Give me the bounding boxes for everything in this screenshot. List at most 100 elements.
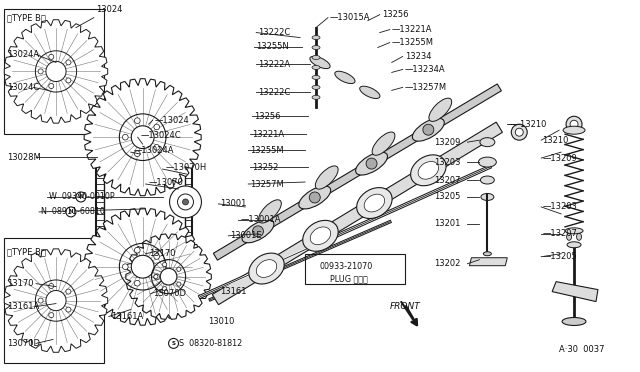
Circle shape [366,158,377,169]
Ellipse shape [411,155,446,186]
Circle shape [160,268,177,285]
Bar [4,238,104,363]
Circle shape [46,61,66,81]
Circle shape [131,126,154,148]
Circle shape [49,54,54,60]
Circle shape [134,151,140,157]
Text: 13201: 13201 [435,219,461,228]
Circle shape [49,83,54,89]
Ellipse shape [364,194,385,212]
Text: —13024C: —13024C [141,131,181,140]
Polygon shape [84,208,201,325]
Text: 13256: 13256 [382,10,408,19]
Text: 〈TYPE B〉: 〈TYPE B〉 [7,13,46,22]
Ellipse shape [299,186,331,209]
Circle shape [170,186,202,218]
Circle shape [66,60,71,65]
Ellipse shape [481,193,494,201]
Circle shape [311,193,319,202]
Text: S  08320-81812: S 08320-81812 [179,339,242,348]
Text: —13255M: —13255M [392,38,434,47]
Circle shape [367,160,376,167]
Text: 13170: 13170 [148,249,175,258]
Circle shape [154,124,159,130]
Ellipse shape [316,166,338,189]
Text: 13205: 13205 [435,192,461,202]
Circle shape [38,298,43,303]
Circle shape [515,128,524,136]
Bar [305,254,404,283]
Text: 13161: 13161 [220,287,247,296]
Circle shape [134,247,140,253]
Circle shape [66,78,71,83]
Text: 〈TYPE B〉: 〈TYPE B〉 [7,247,46,256]
Text: 13070D: 13070D [7,339,40,348]
Circle shape [154,275,158,279]
Circle shape [309,192,320,203]
Ellipse shape [565,228,583,234]
Circle shape [66,307,71,312]
Ellipse shape [577,233,582,240]
Circle shape [49,312,54,318]
Text: W  09340-0010P: W 09340-0010P [49,192,115,202]
Text: —13024: —13024 [155,116,189,125]
Text: —13001A: —13001A [240,215,281,224]
Polygon shape [126,234,211,319]
Text: 13234: 13234 [404,52,431,61]
Text: 13161A: 13161A [111,312,143,321]
Circle shape [46,291,66,311]
Polygon shape [4,249,108,352]
Ellipse shape [256,260,276,278]
Circle shape [38,69,43,74]
Text: 13222C: 13222C [258,88,291,97]
Circle shape [154,254,159,259]
Text: 13001: 13001 [220,199,247,208]
Ellipse shape [312,36,320,39]
Ellipse shape [310,56,330,68]
Text: 13203: 13203 [435,158,461,167]
Circle shape [570,120,578,128]
Text: —13257M: —13257M [404,83,447,92]
Text: 13202: 13202 [435,259,461,268]
Text: 13222A: 13222A [258,60,291,69]
Text: —13070: —13070 [148,177,184,186]
Text: N  08911-60810: N 08911-60810 [41,208,105,217]
Ellipse shape [360,86,380,99]
Ellipse shape [303,220,338,251]
Ellipse shape [249,253,284,284]
Ellipse shape [356,187,392,218]
Circle shape [566,116,582,132]
Circle shape [177,194,193,210]
Polygon shape [84,79,201,196]
Ellipse shape [418,161,438,179]
Ellipse shape [242,220,274,243]
Ellipse shape [429,98,452,121]
Text: 13024: 13024 [96,5,122,14]
Circle shape [182,199,189,205]
Ellipse shape [312,95,320,99]
Ellipse shape [480,138,495,147]
Text: —13221A: —13221A [392,25,432,34]
Circle shape [131,255,154,278]
Circle shape [163,287,167,291]
Ellipse shape [567,242,581,248]
Text: 13209: 13209 [435,138,461,147]
Text: 13001E: 13001E [230,231,262,240]
Text: FRONT: FRONT [390,302,420,311]
Text: S: S [172,341,175,346]
Bar [4,9,104,134]
Text: —13203: —13203 [542,202,577,211]
Text: 13255N: 13255N [256,42,289,51]
Circle shape [511,124,527,140]
Ellipse shape [483,252,492,256]
Circle shape [424,126,433,134]
Ellipse shape [310,227,331,245]
Ellipse shape [372,132,395,155]
Text: 13255M: 13255M [250,145,284,155]
Text: 13207: 13207 [435,176,461,185]
Ellipse shape [312,86,320,89]
Text: 13028M: 13028M [7,153,41,161]
Text: 13256: 13256 [254,112,281,121]
Text: 13170: 13170 [7,279,34,288]
Circle shape [253,226,264,237]
